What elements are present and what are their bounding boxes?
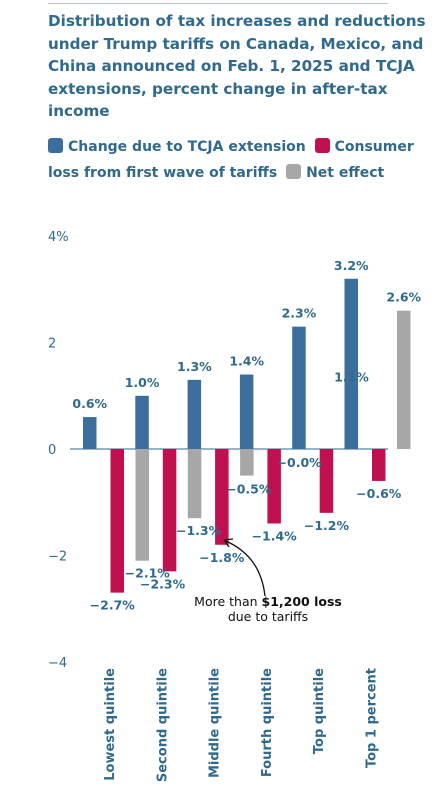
- bar-tcja: [187, 379, 202, 449]
- value-label-tcja: 1.3%: [177, 359, 212, 374]
- value-label-net: −0.5%: [226, 482, 272, 497]
- top-rule: [48, 3, 388, 4]
- value-label-net: −2.1%: [125, 566, 171, 581]
- value-label-tariff: −2.3%: [140, 576, 186, 591]
- y-tick-label: 0: [48, 443, 56, 458]
- value-label-tcja: 2.3%: [282, 306, 317, 321]
- bar-tcja: [239, 374, 254, 449]
- value-label-tariff: −1.2%: [304, 518, 350, 533]
- category-label: Lowest quintile: [103, 668, 118, 781]
- y-tick-label: −4: [48, 656, 67, 671]
- category-label: Fourth quintile: [260, 668, 275, 777]
- category-labels-group: Lowest quintile Second quintile Middle qui…: [103, 668, 380, 782]
- bar-tariff: [110, 449, 124, 593]
- y-tick-label: 4%: [48, 230, 69, 245]
- annotation-line-1: More than $1,200 loss: [194, 594, 342, 609]
- bar-tariff: [215, 449, 229, 545]
- value-label-tariff: −0.6%: [356, 486, 402, 501]
- annotation-arrow: [225, 540, 266, 597]
- bar-tariff: [162, 449, 177, 572]
- bar-net: [135, 449, 149, 561]
- value-label-net: 1.1%: [334, 369, 369, 384]
- value-label-tcja: 3.2%: [334, 258, 369, 273]
- bar-tariff: [372, 449, 386, 481]
- bar-tcja: [83, 417, 97, 449]
- bar-tcja: [344, 278, 358, 449]
- bar-net: [187, 449, 202, 519]
- annotation-bold: $1,200 loss: [262, 594, 342, 609]
- value-labels-group: 0.6% −2.7% −2.1% 1.0% −2.3% −1.3% 1.3% −1.8% −0.…: [72, 258, 421, 613]
- annotation: More than $1,200 loss due to tariffs: [194, 538, 342, 624]
- chart-title: Distribution of tax increases and reduct…: [48, 12, 426, 120]
- legend-swatch-net: [286, 164, 302, 179]
- legend-label-net: Net effect: [306, 165, 385, 181]
- category-label: Second quintile: [155, 668, 170, 782]
- value-label-tariff: −2.7%: [90, 598, 136, 613]
- bar-tariff: [319, 449, 334, 513]
- value-label-net: −1.3%: [176, 523, 222, 538]
- bar-net: [240, 449, 254, 476]
- value-label-tcja: 1.0%: [125, 375, 160, 390]
- annotation-arrowhead: [223, 538, 234, 548]
- value-label-net: −0.0%: [277, 455, 323, 470]
- category-label: Top quintile: [312, 668, 327, 754]
- annotation-prefix: More than: [194, 594, 261, 609]
- y-tick-label: −2: [48, 549, 67, 564]
- value-label-net: 2.6%: [386, 290, 421, 305]
- category-label: Top 1 percent: [365, 668, 380, 768]
- value-label-tariff: −1.4%: [252, 528, 298, 543]
- value-label-tariff: −1.8%: [199, 550, 245, 565]
- bar-tcja: [292, 326, 306, 449]
- bar-net: [397, 310, 411, 449]
- legend: Change due to TCJA extension Consumer lo…: [48, 134, 428, 186]
- category-label: Middle quintile: [208, 668, 223, 778]
- y-axis: 4% 2 0 −2 −4: [48, 230, 69, 671]
- value-label-tcja: 0.6%: [72, 396, 107, 411]
- value-label-tcja: 1.4%: [229, 354, 264, 369]
- legend-label-tcja: Change due to TCJA extension: [68, 139, 306, 155]
- bar-tcja: [135, 395, 149, 449]
- legend-label-tariff: Consumer loss from first wave of tariffs: [48, 139, 414, 181]
- annotation-line-2: due to tariffs: [228, 609, 308, 624]
- bar-tariff: [267, 449, 281, 524]
- y-tick-label: 2: [48, 337, 56, 352]
- legend-swatch-tariff: [314, 138, 330, 153]
- legend-swatch-tcja: [48, 138, 63, 153]
- bars-group: [83, 278, 411, 593]
